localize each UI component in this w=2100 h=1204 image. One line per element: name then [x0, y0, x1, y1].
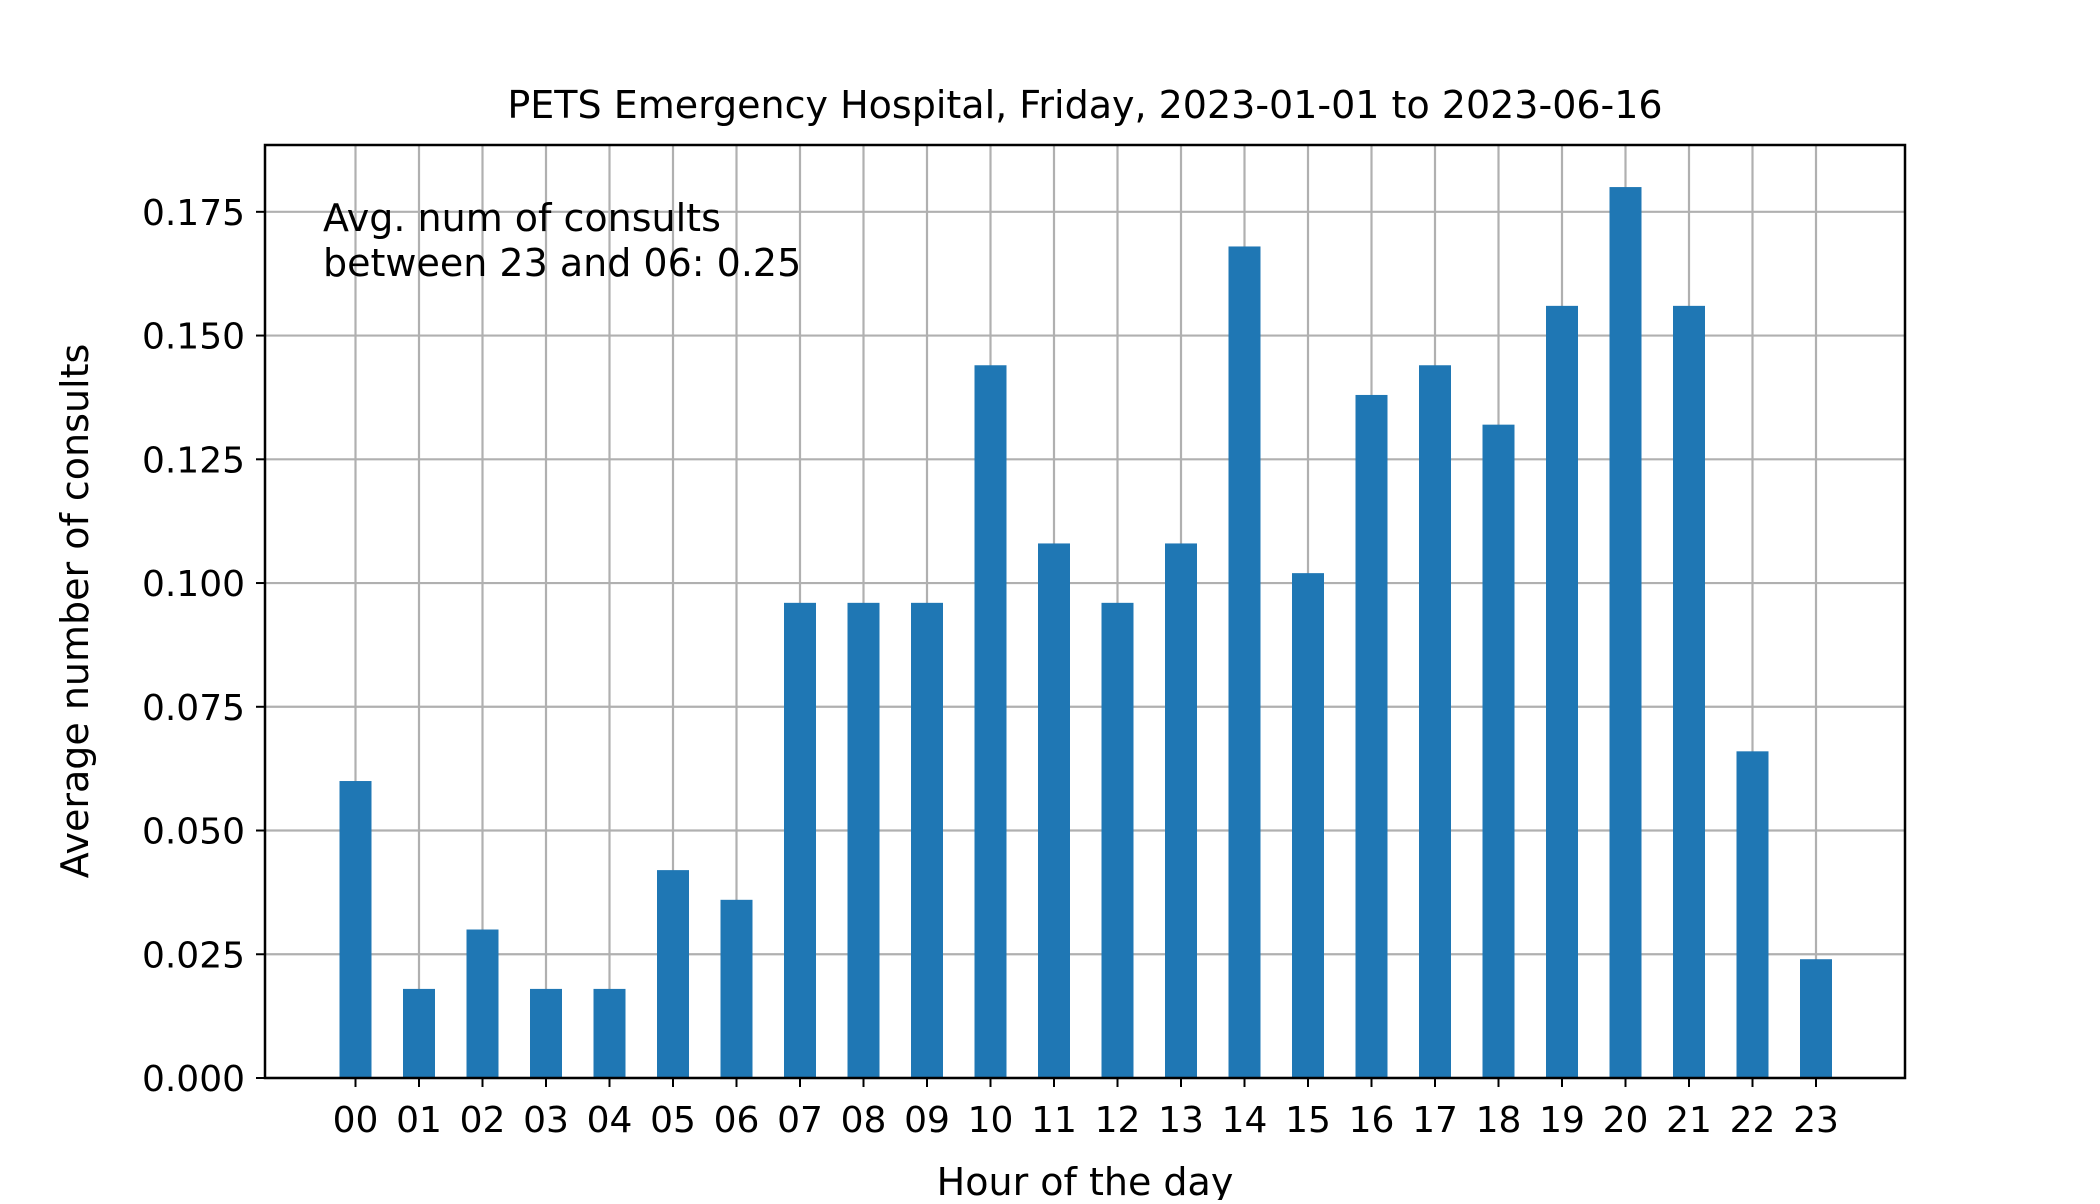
bar-00	[339, 781, 372, 1078]
x-tick-label: 18	[1476, 1100, 1522, 1141]
annotation-line-1: Avg. num of consults	[323, 196, 721, 240]
x-tick-label: 01	[396, 1100, 442, 1141]
x-tick-label: 15	[1285, 1100, 1331, 1141]
x-tick-label: 22	[1730, 1100, 1776, 1141]
x-tick-label: 05	[650, 1100, 696, 1141]
bar-11	[1038, 543, 1070, 1078]
x-tick-label: 14	[1222, 1100, 1268, 1141]
bars	[339, 187, 1832, 1078]
y-tick-label: 0.025	[142, 935, 245, 976]
y-tick-label: 0.100	[142, 564, 245, 605]
bar-22	[1736, 751, 1769, 1078]
bar-19	[1546, 305, 1578, 1078]
x-tick-label: 02	[460, 1100, 506, 1141]
x-tick-label: 03	[523, 1100, 569, 1141]
x-tick-label: 06	[714, 1100, 760, 1141]
y-tick-label: 0.125	[142, 440, 245, 481]
x-tick-label: 10	[968, 1100, 1014, 1141]
bar-13	[1165, 543, 1197, 1078]
bar-02	[466, 929, 499, 1078]
bar-12	[1101, 602, 1134, 1078]
bar-08	[847, 602, 880, 1078]
y-tick-label: 0.050	[142, 812, 245, 853]
x-tick-label: 11	[1031, 1100, 1077, 1141]
x-tick-label: 00	[333, 1100, 379, 1141]
y-tick-label: 0.175	[142, 193, 245, 234]
bar-07	[784, 602, 816, 1078]
x-tick-label: 08	[841, 1100, 887, 1141]
x-tick-label: 21	[1666, 1100, 1712, 1141]
bar-03	[530, 988, 562, 1078]
annotation-line-2: between 23 and 06: 0.25	[323, 241, 801, 285]
y-axis-label: Average number of consults	[53, 344, 97, 879]
x-tick-label: 16	[1349, 1100, 1395, 1141]
x-tick-label: 23	[1793, 1100, 1839, 1141]
bar-20	[1609, 187, 1642, 1078]
x-tick-label: 20	[1603, 1100, 1649, 1141]
x-axis-label: Hour of the day	[937, 1160, 1234, 1200]
chart-title: PETS Emergency Hospital, Friday, 2023-01…	[507, 83, 1662, 127]
bar-05	[657, 870, 689, 1078]
bar-06	[720, 899, 753, 1078]
bar-10	[974, 365, 1007, 1078]
y-tick-label: 0.075	[142, 688, 245, 729]
x-tick-label: 17	[1412, 1100, 1458, 1141]
y-tick-label: 0.150	[142, 317, 245, 358]
bar-04	[593, 988, 626, 1078]
bar-16	[1355, 394, 1388, 1078]
x-tick-label: 12	[1095, 1100, 1141, 1141]
bar-14	[1228, 246, 1261, 1078]
y-tick-label: 0.000	[142, 1059, 245, 1100]
plot-frame	[263, 143, 1907, 1080]
x-tick-label: 07	[777, 1100, 823, 1141]
bar-21	[1673, 305, 1705, 1078]
bar-23	[1800, 959, 1832, 1078]
x-tick-label: 09	[904, 1100, 950, 1141]
bar-17	[1419, 365, 1451, 1078]
bar-18	[1482, 424, 1515, 1078]
bar-15	[1292, 573, 1324, 1078]
x-tick-label: 13	[1158, 1100, 1204, 1141]
bar-09	[911, 602, 943, 1078]
axis-ticks: 0.000 0.025 0.050 0.075 0.100 0.125 0.150 0.175…	[142, 193, 1839, 1141]
x-tick-label: 04	[587, 1100, 633, 1141]
x-tick-label: 19	[1539, 1100, 1585, 1141]
bar-01	[403, 988, 435, 1078]
